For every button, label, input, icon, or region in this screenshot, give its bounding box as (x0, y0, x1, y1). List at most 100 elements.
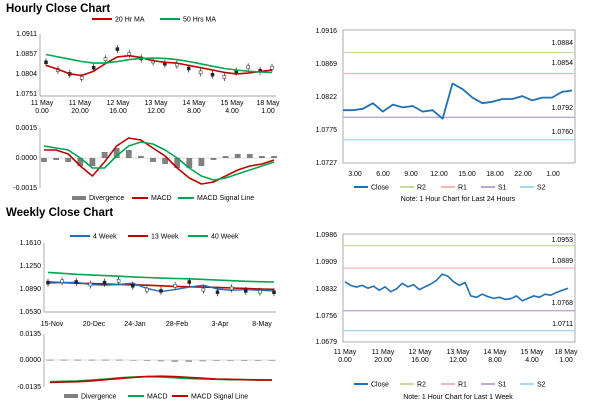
tick-label: 6.00 (376, 171, 390, 178)
tick-label: 8.00 (187, 108, 201, 115)
divergence-bar (130, 360, 137, 361)
legend-label: MACD Signal Line (191, 394, 248, 401)
tick-label: 13 May (145, 100, 168, 107)
hourly-macd-chart: 0.0015 0.0000 -0.0015 Divergence MACD MA… (13, 125, 277, 202)
divergence-bar (60, 359, 68, 361)
divergence-bar (234, 154, 241, 158)
divergence-bar (222, 156, 229, 158)
legend-label: R2 (417, 185, 426, 192)
price-candle (79, 76, 84, 80)
tick-label: 4.00 (525, 357, 539, 364)
tick-label: 1.00 (261, 108, 275, 115)
level-label-r1: 1.0889 (552, 258, 574, 265)
tick-label: 1.1250 (20, 263, 42, 270)
legend-label: Close (371, 185, 389, 192)
tick-label: 16.00 (109, 108, 127, 115)
level-label-s2: 1.0711 (552, 321, 573, 328)
price-candle (115, 47, 120, 51)
tick-label: 4.00 (225, 108, 239, 115)
weekly-price-chart: 4 Week 13 Week 40 Week 1.1610 1.1250 1.0… (20, 234, 276, 328)
price-candle (44, 60, 48, 65)
tick-label: 24-Jan (124, 321, 146, 328)
divergence-bar (259, 156, 265, 158)
divergence-bar (65, 158, 72, 162)
divergence-bar (102, 359, 109, 361)
price-candle (258, 289, 262, 294)
price-candle (91, 65, 96, 70)
tick-label: 1.0916 (316, 28, 338, 35)
price-candle (46, 280, 50, 285)
weekly-close-chart: 1.0986 1.0909 1.0832 1.0756 1.0679 11 Ma… (316, 232, 578, 401)
tick-label: 12.00 (449, 357, 467, 364)
tick-label: 12.00 (147, 108, 165, 115)
tick-label: 15-Nov (41, 321, 64, 328)
legend-label: S1 (498, 382, 507, 389)
level-label-r2: 1.0884 (552, 40, 574, 47)
tick-label: 20-Dec (83, 321, 106, 328)
hourly-close-chart: 1.0916 1.0869 1.0822 1.0775 1.0727 3.00 … (316, 28, 576, 203)
tick-label: 1.0822 (316, 94, 338, 101)
divergence-bar (89, 158, 96, 166)
price-candle (187, 280, 192, 284)
legend-label: S2 (537, 185, 546, 192)
tick-label: 1.0869 (316, 61, 338, 68)
divergence-bar (241, 360, 248, 361)
divergence-bar (125, 150, 132, 158)
tick-label: 1.0756 (316, 313, 338, 320)
tick-label: -0.0135 (17, 384, 41, 391)
price-candle (116, 278, 121, 283)
divergence-bar (138, 156, 144, 158)
divergence-bar (46, 359, 54, 361)
price-candle (173, 284, 177, 288)
legend-label: MACD (147, 394, 168, 401)
price-candle (88, 282, 93, 287)
tick-label: 14 May (484, 349, 507, 356)
price-candle (229, 286, 234, 291)
ma-50hr-line (45, 53, 273, 74)
divergence-bar (116, 359, 123, 361)
level-label-s1: 1.0768 (552, 300, 574, 307)
divergence-bar (74, 359, 81, 361)
legend-label: Close (371, 382, 389, 389)
legend-label: 4 Week (93, 234, 117, 241)
price-candle (74, 280, 79, 284)
level-label-s2: 1.0760 (552, 129, 574, 136)
legend-label: MACD Signal Line (197, 195, 254, 202)
legend-label: Divergence (81, 394, 117, 401)
tick-label: -0.0015 (13, 185, 37, 192)
hourly-macd-legend: Divergence MACD MACD Signal Line (72, 195, 254, 202)
legend-label: 50 Hrs MA (183, 17, 216, 24)
price-candle (198, 70, 203, 75)
tick-label: 1.0911 (16, 31, 37, 38)
tick-label: 1.0832 (316, 286, 338, 293)
divergence-bar (198, 158, 205, 166)
divergence-bar (271, 156, 277, 158)
ma-20hr-line (45, 54, 273, 77)
macd-signal-line (49, 375, 273, 384)
tick-label: 22.00 (514, 171, 532, 178)
tick-label: 28-Feb (166, 321, 188, 328)
divergence-bar (113, 148, 120, 158)
close-line (344, 273, 569, 302)
tick-label: 1.0804 (16, 71, 38, 78)
weekly-macd-legend: Divergence MACD MACD Signal Line (64, 394, 248, 401)
chart-note: Note: 1 Hour Chart for Last 1 Week (403, 394, 513, 401)
weekly-close-legend: Close R2 R1 S1 S2 (354, 382, 546, 389)
tick-label: 20.00 (71, 108, 89, 115)
tick-label: 11 May (334, 349, 357, 356)
divergence-bar (246, 154, 253, 158)
price-candle (201, 287, 206, 292)
tick-label: 1.0890 (20, 286, 42, 293)
weekly-price-legend: 4 Week 13 Week 40 Week (70, 234, 239, 241)
price-candle (145, 287, 149, 292)
divergence-bar (268, 360, 276, 361)
tick-label: 13 May (447, 349, 470, 356)
divergence-bar (210, 158, 217, 160)
tick-label: 14 May (183, 100, 206, 107)
tick-label: 11 May (31, 100, 54, 107)
divergence-bar (213, 360, 220, 361)
divergence-bar (185, 360, 192, 362)
tick-label: 1.1610 (20, 240, 42, 247)
hourly-price-legend: 20 Hr MA 50 Hrs MA (92, 17, 216, 24)
